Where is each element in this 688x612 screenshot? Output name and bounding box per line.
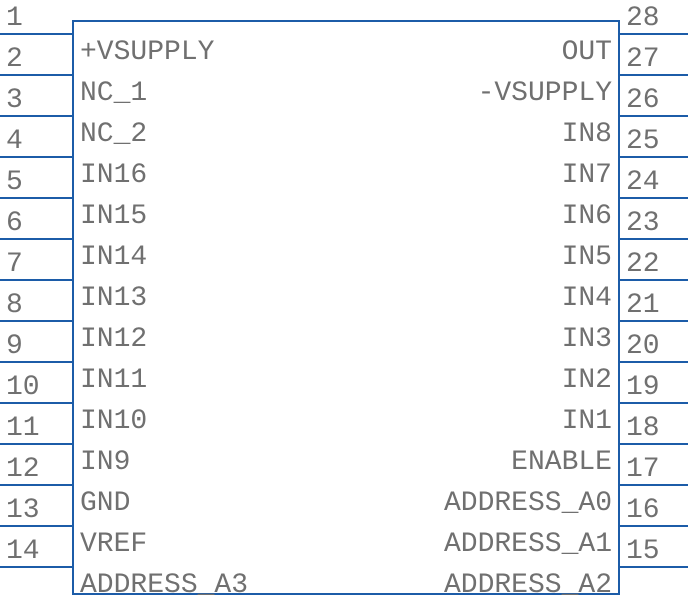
pin-number: 25 bbox=[626, 126, 660, 157]
pin-label: ADDRESS_A1 bbox=[444, 529, 612, 560]
pin-label: NC_2 bbox=[80, 119, 147, 150]
pin-label: NC_1 bbox=[80, 78, 147, 109]
pin-label: ENABLE bbox=[511, 447, 612, 478]
pin-number: 27 bbox=[626, 44, 660, 75]
pin-label: IN12 bbox=[80, 324, 147, 355]
pin-label: IN13 bbox=[80, 283, 147, 314]
pin-number: 17 bbox=[626, 454, 660, 485]
pin-label: IN8 bbox=[562, 119, 612, 150]
pin-label: +VSUPPLY bbox=[80, 37, 214, 68]
pin-number: 6 bbox=[6, 208, 23, 239]
pin-number: 24 bbox=[626, 167, 660, 198]
chip-pinout-stage: 1 +VSUPPLY 2 NC_1 3 NC_2 4 IN16 5 IN15 6 IN14 7 IN13 8… bbox=[0, 0, 688, 612]
pin-number: 1 bbox=[6, 3, 23, 34]
pin-label: IN9 bbox=[80, 447, 130, 478]
pin-label: ADDRESS_A3 bbox=[80, 570, 248, 601]
pin-number: 16 bbox=[626, 495, 660, 526]
pin-number: 3 bbox=[6, 85, 23, 116]
pin-number: 23 bbox=[626, 208, 660, 239]
pin-number: 18 bbox=[626, 413, 660, 444]
pin-label: -VSUPPLY bbox=[478, 78, 612, 109]
pin-label: ADDRESS_A2 bbox=[444, 570, 612, 601]
pin-label: IN14 bbox=[80, 242, 147, 273]
pin-label: IN3 bbox=[562, 324, 612, 355]
pin-number: 4 bbox=[6, 126, 23, 157]
pin-label: IN10 bbox=[80, 406, 147, 437]
pin-label: IN6 bbox=[562, 201, 612, 232]
pin-number: 10 bbox=[6, 372, 40, 403]
pin-number: 8 bbox=[6, 290, 23, 321]
pin-number: 5 bbox=[6, 167, 23, 198]
pin-label: IN11 bbox=[80, 365, 147, 396]
pin-number: 15 bbox=[626, 536, 660, 567]
pin-label: VREF bbox=[80, 529, 147, 560]
pin-label: IN15 bbox=[80, 201, 147, 232]
pin-number: 14 bbox=[6, 536, 40, 567]
pin-number: 26 bbox=[626, 85, 660, 116]
pin-number: 28 bbox=[626, 3, 660, 34]
pin-label: IN7 bbox=[562, 160, 612, 191]
pin-label: IN4 bbox=[562, 283, 612, 314]
pin-number: 19 bbox=[626, 372, 660, 403]
pin-number: 7 bbox=[6, 249, 23, 280]
pin-label: IN5 bbox=[562, 242, 612, 273]
pin-number: 22 bbox=[626, 249, 660, 280]
pin-number: 9 bbox=[6, 331, 23, 362]
pin-number: 11 bbox=[6, 413, 40, 444]
pin-number: 20 bbox=[626, 331, 660, 362]
pin-number: 12 bbox=[6, 454, 40, 485]
pin-number: 13 bbox=[6, 495, 40, 526]
pin-label: OUT bbox=[562, 37, 612, 68]
pin-label: IN16 bbox=[80, 160, 147, 191]
pin-number: 21 bbox=[626, 290, 660, 321]
pin-label: ADDRESS_A0 bbox=[444, 488, 612, 519]
pin-number: 2 bbox=[6, 44, 23, 75]
pin-label: GND bbox=[80, 488, 130, 519]
pin-label: IN1 bbox=[562, 406, 612, 437]
pin-label: IN2 bbox=[562, 365, 612, 396]
